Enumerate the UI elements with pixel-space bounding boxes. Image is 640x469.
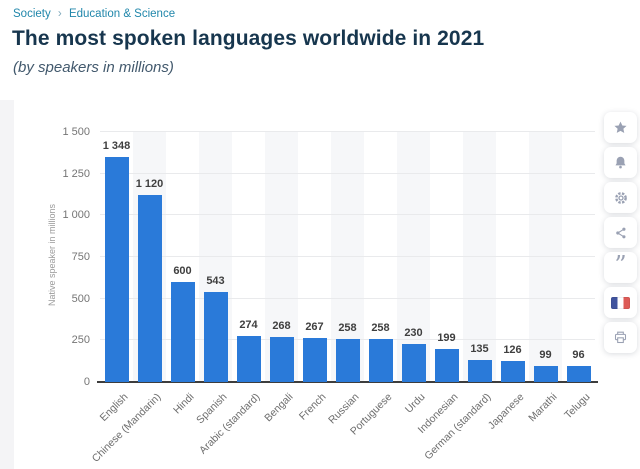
bar-value-label: 600 bbox=[173, 265, 192, 277]
chart-bar[interactable] bbox=[236, 336, 261, 382]
share-icon bbox=[614, 226, 628, 240]
gridline bbox=[100, 214, 595, 216]
chart-bar[interactable] bbox=[401, 343, 426, 382]
bar-value-label: 1 120 bbox=[135, 178, 164, 191]
quote-icon: ” bbox=[614, 250, 627, 279]
gear-icon bbox=[613, 190, 629, 206]
x-axis-category-label: Hindi bbox=[170, 391, 196, 417]
bar-value-label: 543 bbox=[206, 274, 225, 287]
x-axis-line bbox=[97, 381, 598, 383]
y-tick-label: 1 000 bbox=[62, 209, 90, 222]
bar-value-label: 274 bbox=[239, 319, 258, 332]
page-title: The most spoken languages worldwide in 2… bbox=[12, 27, 485, 50]
page-edge-strip bbox=[0, 100, 14, 469]
cite-button[interactable]: ” bbox=[604, 252, 637, 283]
chart-bar[interactable] bbox=[467, 359, 492, 382]
chart-bar[interactable] bbox=[335, 339, 360, 382]
settings-button[interactable] bbox=[604, 182, 637, 213]
bar-value-label: 126 bbox=[503, 344, 522, 356]
x-axis-category-label: Marathi bbox=[525, 391, 559, 425]
y-tick-label: 0 bbox=[83, 376, 90, 388]
column-band bbox=[397, 132, 430, 382]
bar-value-label: 1 348 bbox=[102, 140, 131, 153]
chart-bar[interactable] bbox=[104, 157, 129, 382]
x-axis-category-label: Urdu bbox=[402, 391, 427, 416]
chart-bar[interactable] bbox=[533, 365, 558, 382]
breadcrumb: Society › Education & Science bbox=[13, 8, 175, 20]
bar-value-label: 135 bbox=[470, 342, 489, 355]
chart-bar[interactable] bbox=[368, 339, 393, 382]
alert-button[interactable] bbox=[604, 147, 637, 178]
bar-value-label: 230 bbox=[404, 326, 423, 339]
share-button[interactable] bbox=[604, 217, 637, 248]
french-flag-icon bbox=[611, 296, 630, 309]
bell-icon bbox=[613, 155, 628, 170]
chart-bar[interactable] bbox=[434, 348, 459, 382]
page-subtitle: (by speakers in millions) bbox=[13, 59, 174, 76]
breadcrumb-separator: › bbox=[57, 8, 62, 20]
gridline bbox=[100, 256, 595, 257]
chart-bar[interactable] bbox=[170, 282, 195, 382]
star-icon bbox=[613, 120, 628, 135]
bar-value-label: 199 bbox=[437, 331, 456, 344]
chart-bar[interactable] bbox=[203, 291, 228, 382]
x-axis-category-label: French bbox=[296, 391, 328, 423]
chart-bar[interactable] bbox=[269, 337, 294, 382]
printer-icon bbox=[613, 330, 628, 345]
bar-value-label: 99 bbox=[539, 348, 552, 361]
bar-value-label: 258 bbox=[338, 322, 357, 334]
gridline bbox=[100, 297, 595, 299]
y-tick-label: 750 bbox=[71, 251, 90, 263]
y-tick-label: 500 bbox=[71, 292, 90, 305]
bar-value-label: 258 bbox=[371, 322, 390, 334]
column-band bbox=[463, 132, 496, 382]
chart-bar[interactable] bbox=[566, 366, 591, 382]
language-toggle-button[interactable] bbox=[604, 287, 637, 318]
breadcrumb-link-society[interactable]: Society bbox=[13, 8, 51, 20]
favorite-button[interactable] bbox=[604, 112, 637, 143]
x-axis-category-label: Bengali bbox=[261, 391, 295, 425]
print-button[interactable] bbox=[604, 322, 637, 353]
x-axis-category-label: Arabic (standard) bbox=[196, 391, 262, 457]
bar-value-label: 268 bbox=[272, 320, 291, 333]
y-tick-label: 1 250 bbox=[62, 167, 90, 180]
chart-bar[interactable] bbox=[500, 361, 525, 382]
bar-chart-plot-area: Native speaker in millions 0 250 500 750 1 0… bbox=[47, 126, 598, 465]
x-axis-category-label: Telugu bbox=[561, 391, 592, 422]
x-axis-category-label: English bbox=[97, 391, 130, 424]
breadcrumb-link-education-science[interactable]: Education & Science bbox=[68, 8, 176, 20]
chart-bar[interactable] bbox=[137, 195, 162, 382]
y-tick-label: 250 bbox=[71, 334, 90, 347]
gridline bbox=[100, 172, 595, 174]
column-band bbox=[529, 132, 562, 382]
bar-value-label: 267 bbox=[305, 320, 324, 333]
gridline bbox=[100, 131, 595, 132]
y-tick-label: 1 500 bbox=[62, 126, 90, 138]
chart-bar[interactable] bbox=[302, 337, 327, 382]
bar-value-label: 96 bbox=[572, 349, 585, 361]
